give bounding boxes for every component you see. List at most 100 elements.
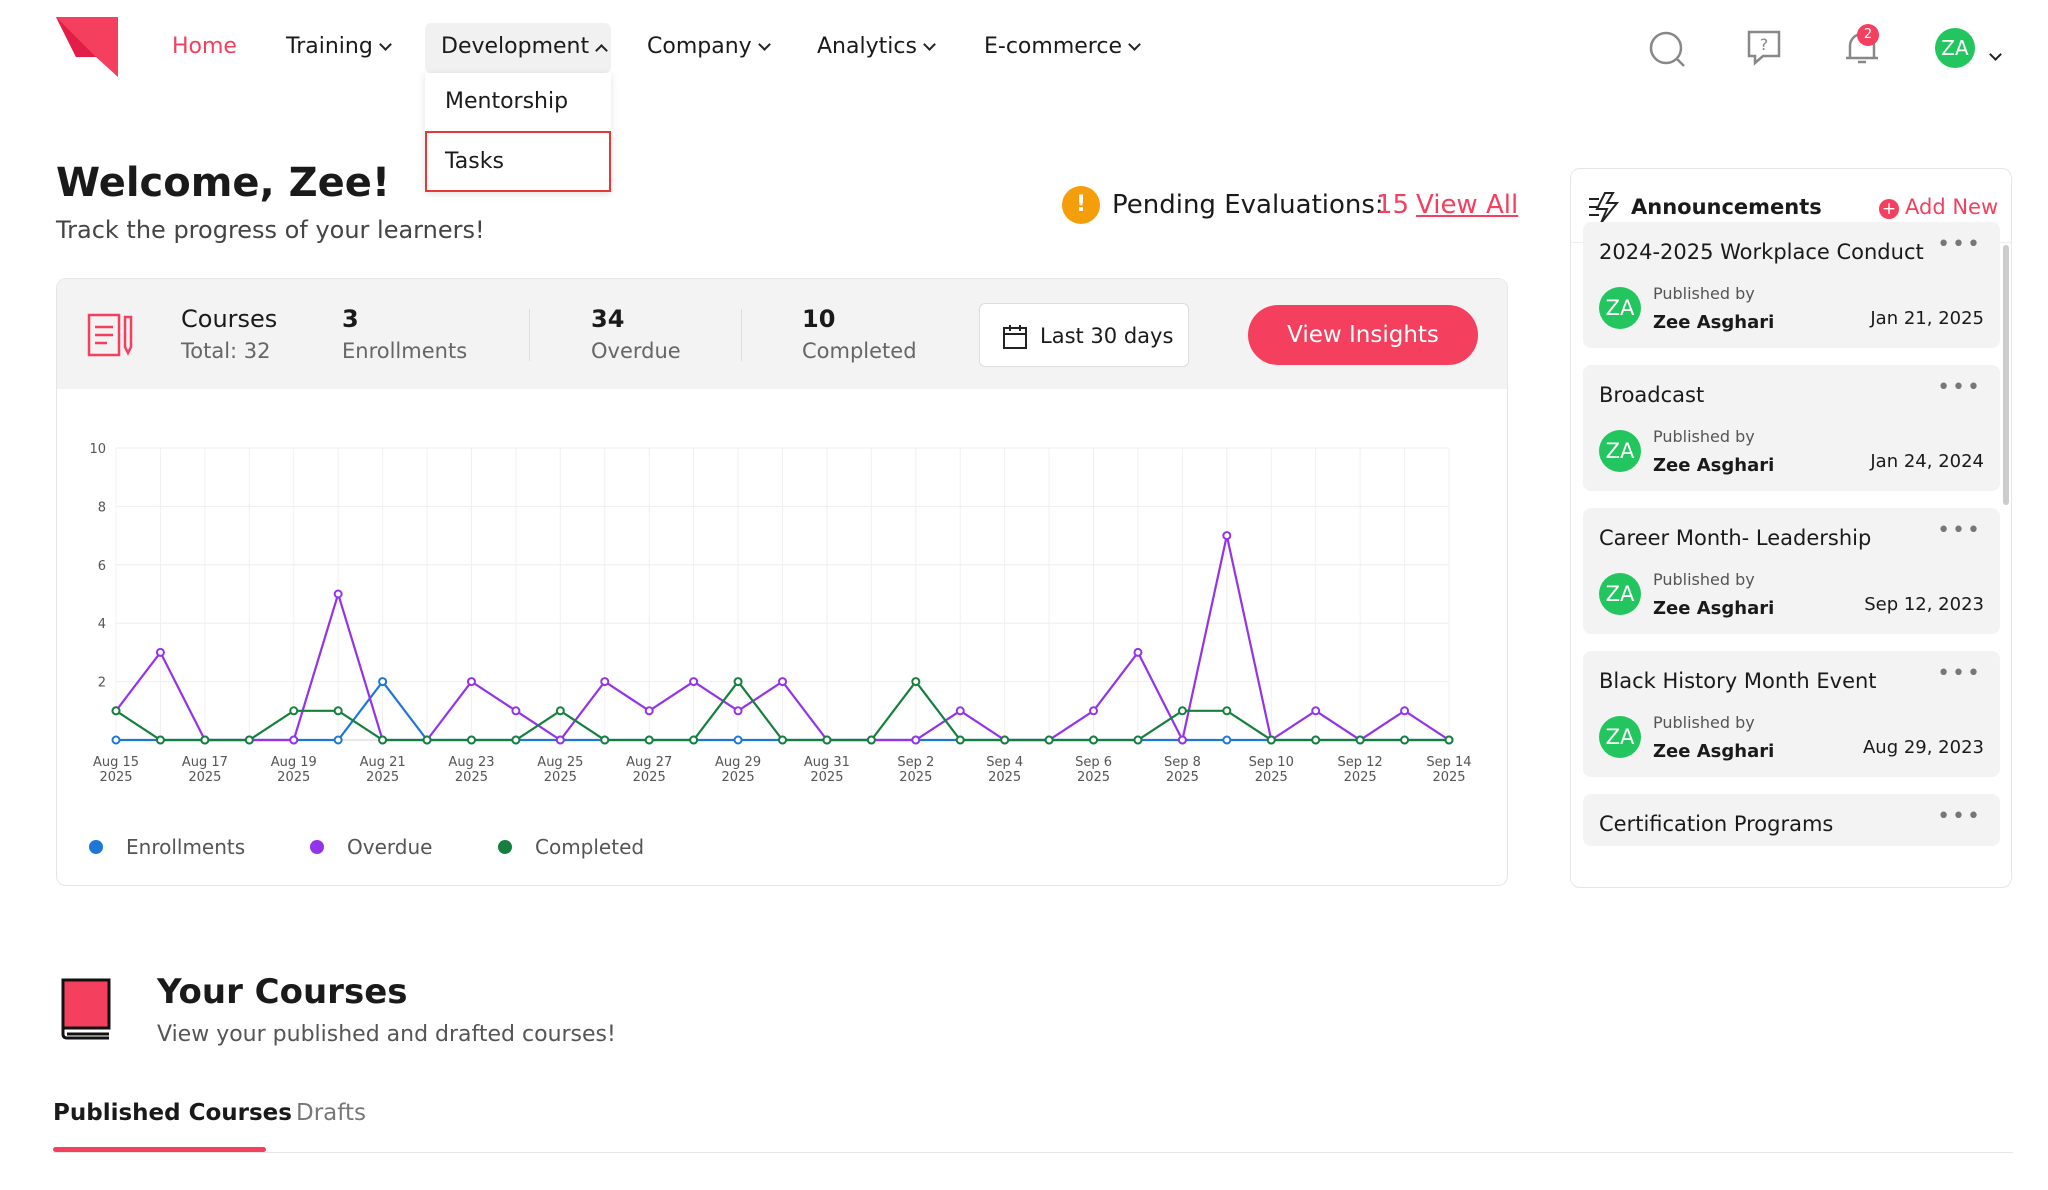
author-name: Zee Asghari [1653,455,1775,476]
announcement-date: Jan 21, 2025 [1870,308,1984,329]
nav-item[interactable]: Company [647,34,771,59]
book-icon [61,978,111,1040]
published-label: Published by [1653,713,1755,732]
dropdown: Mentorship Tasks [425,73,611,192]
nav-item[interactable]: Home [172,34,237,59]
data-point [466,735,476,745]
stat-title: Courses [181,305,278,333]
chart: 2 4 6 8 10 Aug 15 2025 Aug 17 2025 Aug 19 2025 Aug … [89,442,1472,859]
panel-title: Announcements [1631,195,1822,219]
tab[interactable]: Drafts [296,1100,366,1126]
legend-swatch [89,840,103,854]
search-icon[interactable] [1648,30,1688,70]
data-point [600,735,610,745]
data-point [1444,735,1454,745]
x-tick-label: Aug 31 2025 [804,755,850,785]
data-point [244,735,254,745]
dropdown-item[interactable]: Mentorship [445,89,569,114]
announcement-item[interactable]: 2024-2025 Workplace Conduct ••• ZA Publishe… [1583,222,2000,348]
add-new[interactable]: + Add New [1879,195,1998,219]
tab-underline [53,1147,266,1152]
avatar-chevron[interactable] [1989,48,2002,61]
published-label: Published by [1653,284,1755,303]
data-point [644,706,654,716]
x-tick-label: Sep 4 2025 [986,755,1023,785]
logo[interactable] [56,17,118,79]
legend-swatch [310,840,324,854]
data-point [200,735,210,745]
scrollbar[interactable] [2003,245,2009,505]
nav-item[interactable]: E-commerce [984,34,1141,59]
data-point [1266,735,1276,745]
data-point [600,677,610,687]
announcement-item[interactable]: Black History Month Event ••• ZA Published … [1583,651,2000,777]
data-point [111,706,121,716]
author-avatar: ZA [1599,287,1641,329]
data-point [511,735,521,745]
stat-label: Enrollments [342,339,468,363]
nav-label: Analytics [817,34,917,59]
data-point [1400,735,1410,745]
menu-dots: ••• [1937,232,1982,257]
data-point [333,706,343,716]
data-point [689,677,699,687]
nav-label: Company [647,34,752,59]
data-point [155,735,165,745]
data-point [1133,735,1143,745]
author-name: Zee Asghari [1653,312,1775,333]
author-name: Zee Asghari [1653,741,1775,762]
announcement-item[interactable]: Broadcast ••• ZA Published by Zee Asghari Jan… [1583,365,2000,491]
tab-active[interactable]: Published Courses [53,1100,292,1126]
x-tick-label: Aug 15 2025 [93,755,139,785]
date-range[interactable]: Last 30 days [979,303,1189,367]
nav-item[interactable]: Development [441,34,608,59]
stat-value: 34 [591,305,625,333]
nav-label: Development [441,34,590,59]
calendar-icon [1003,325,1027,349]
data-point [1222,706,1232,716]
announcement-date: Sep 12, 2023 [1864,594,1984,615]
svg-text:?: ? [1760,35,1769,54]
y-tick-label: 2 [98,676,106,691]
data-point [644,735,654,745]
data-point [1177,706,1187,716]
published-label: Published by [1653,427,1755,446]
dropdown-item-highlight[interactable]: Tasks [425,131,611,192]
author-avatar: ZA [1599,573,1641,615]
avatar[interactable]: ZA [1935,28,1975,68]
nav-item[interactable]: Training [286,34,392,59]
stat-value: 3 [342,305,359,333]
nav-item[interactable]: Analytics [817,34,936,59]
data-point [466,677,476,687]
help-icon[interactable]: ? [1745,28,1785,68]
view-insights-button[interactable]: View Insights [1248,305,1478,365]
data-point [511,706,521,716]
data-point [1133,647,1143,657]
announcement-date: Aug 29, 2023 [1862,737,1984,758]
announcement-item[interactable]: Certification Programs ••• [1583,794,2000,846]
x-tick-label: Aug 29 2025 [715,755,761,785]
announcement-item[interactable]: Career Month- Leadership ••• ZA Published b… [1583,508,2000,634]
view-all-link[interactable]: View All [1416,190,1519,220]
stat-label: Overdue [591,339,681,363]
x-tick-label: Aug 23 2025 [448,755,494,785]
data-point [422,735,432,745]
data-point [911,735,921,745]
add-new-label: Add New [1905,195,1999,219]
y-tick-label: 10 [89,442,106,457]
announcement-title: Career Month- Leadership [1599,526,1872,550]
data-point [955,706,965,716]
author-name: Zee Asghari [1653,598,1775,619]
announcements-panel: Announcements + Add New [1570,168,2012,888]
y-tick-label: 8 [98,500,106,515]
author-avatar: ZA [1599,716,1641,758]
data-point [1089,706,1099,716]
data-point [289,735,299,745]
announcement-title: Broadcast [1599,383,1705,407]
data-point [1311,706,1321,716]
announce-icon [1589,192,1620,224]
data-point [555,735,565,745]
courses-title: Your Courses [157,972,408,1012]
stat-value: 10 [802,305,836,333]
